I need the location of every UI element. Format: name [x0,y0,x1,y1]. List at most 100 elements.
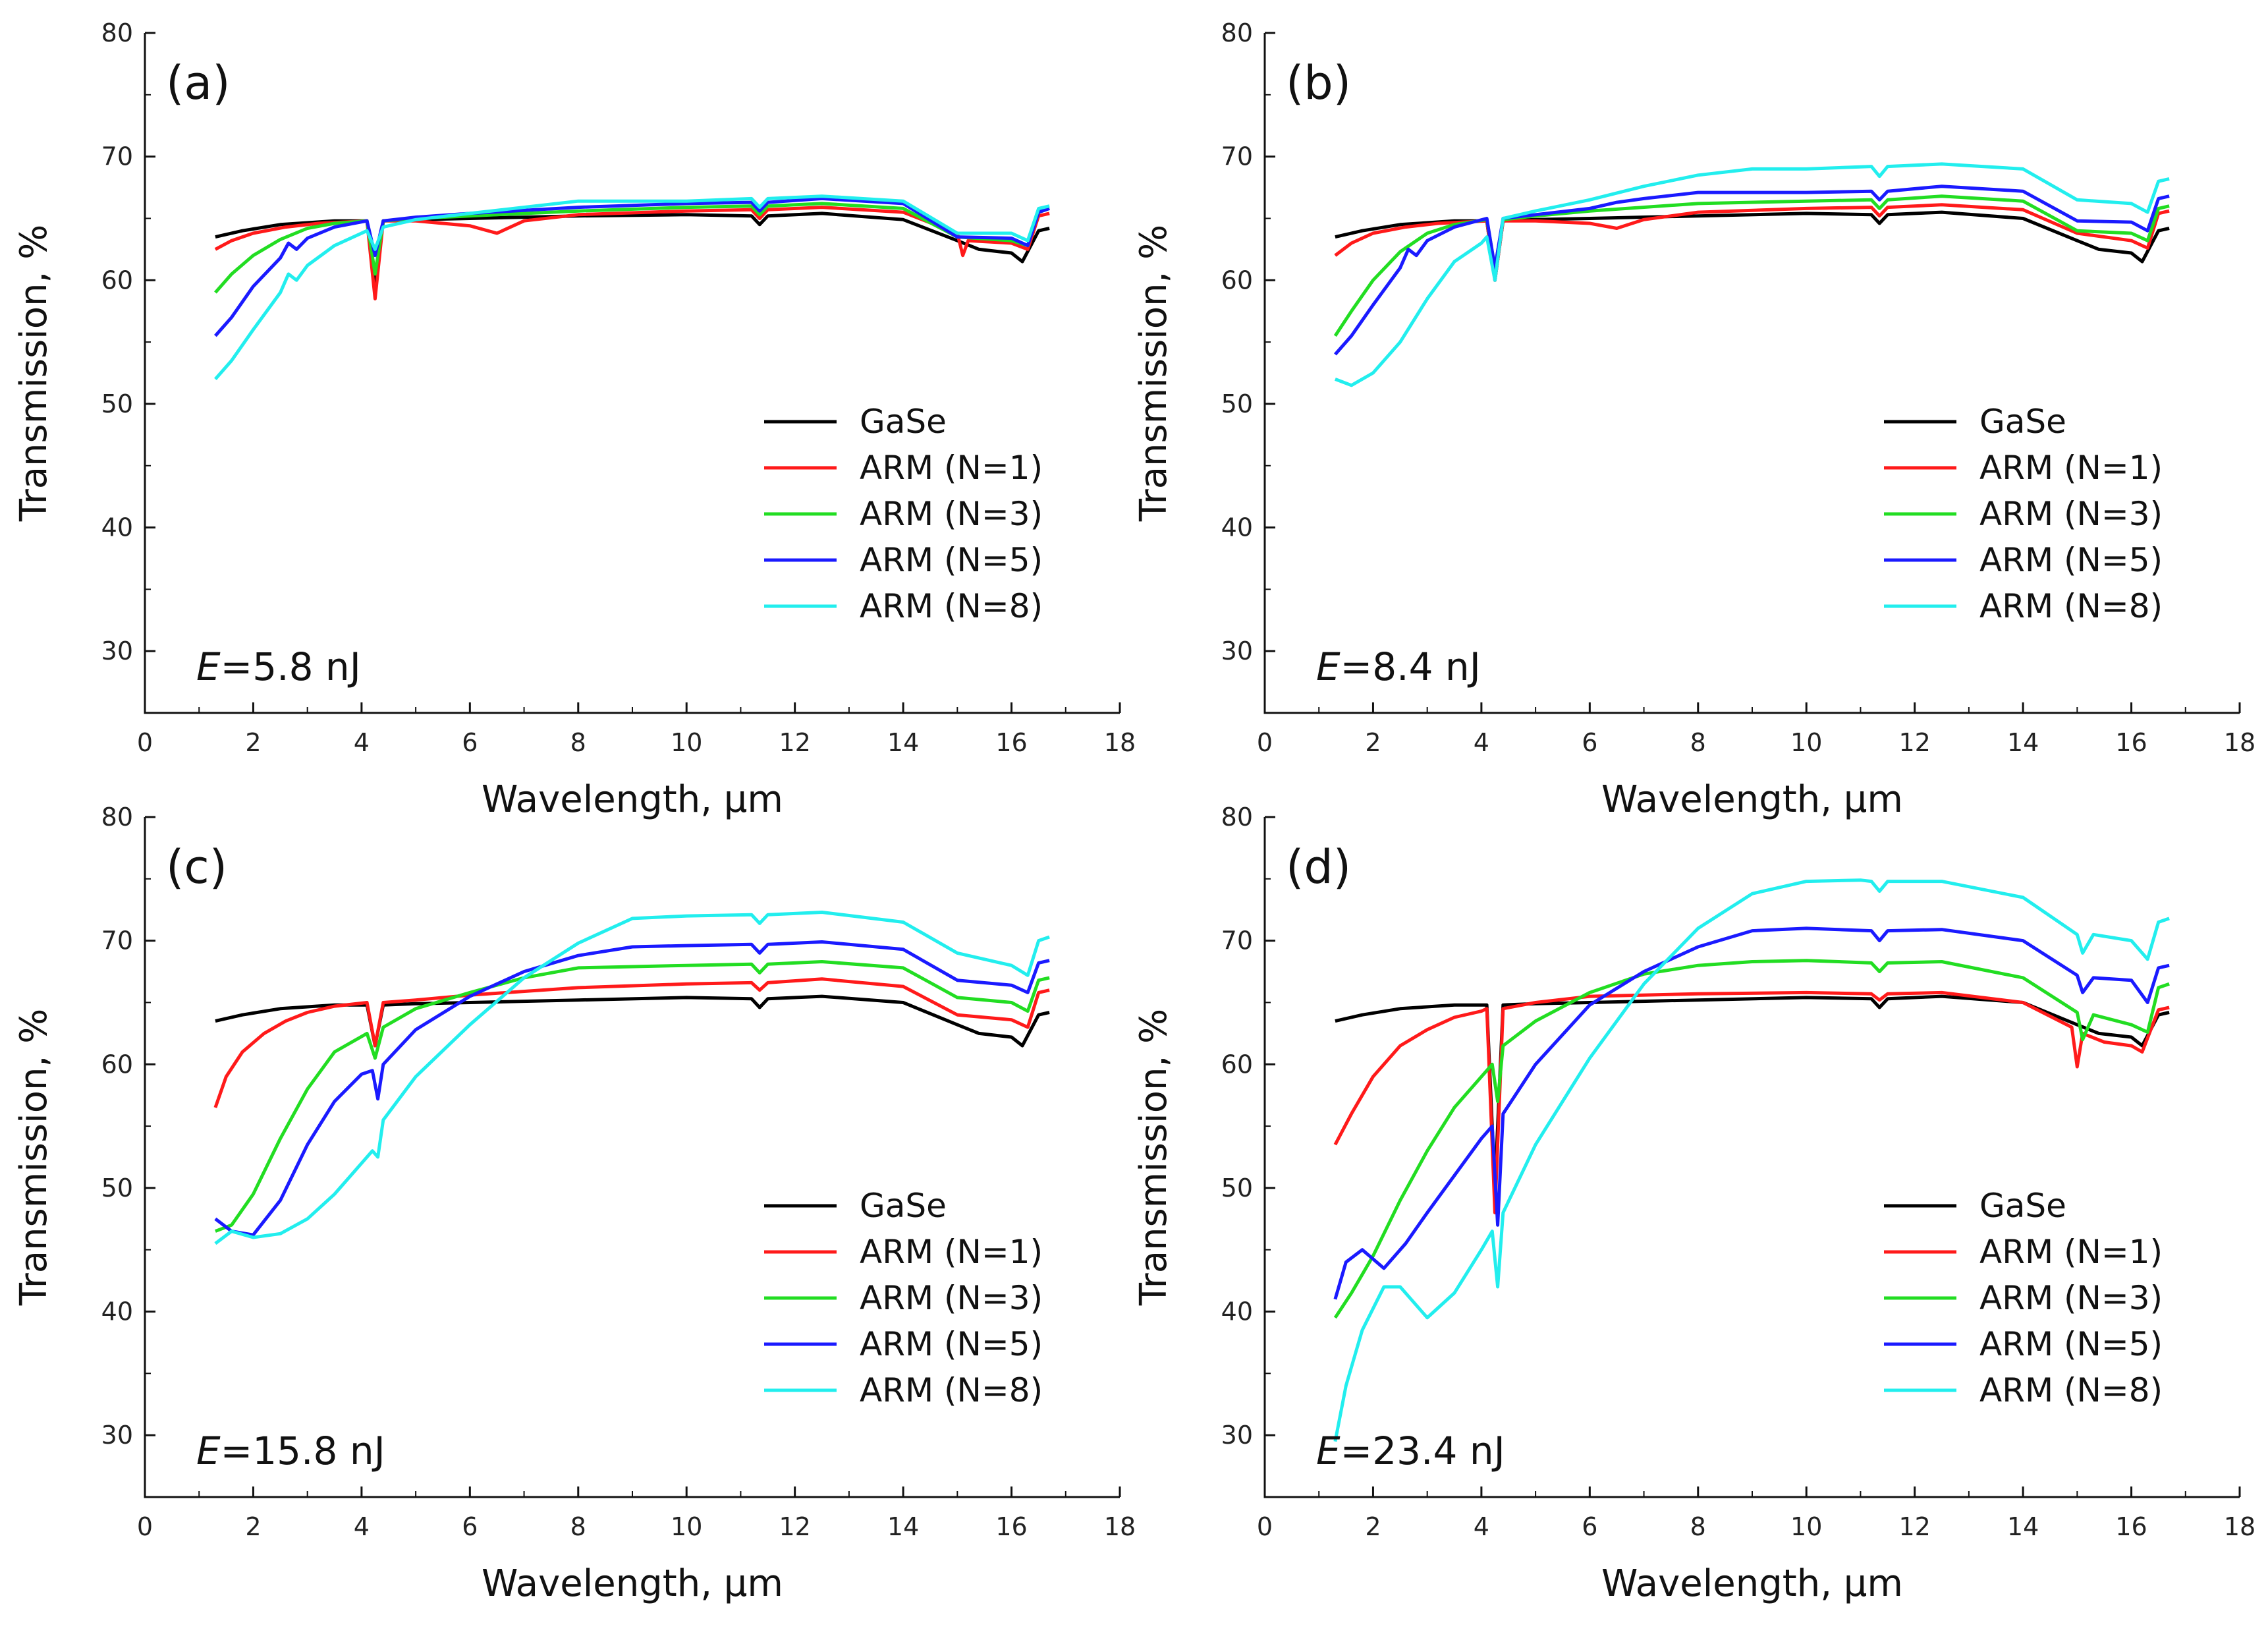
x-tick-label: 2 [245,1512,261,1541]
energy-value: =8.4 nJ [1341,644,1481,689]
y-tick-label: 40 [1221,513,1253,542]
y-tick-label: 50 [101,389,133,418]
x-tick-label: 4 [1474,728,1489,757]
energy-value: =23.4 nJ [1341,1429,1505,1473]
series-line-arm-n-3 [215,960,1050,1233]
series-line-arm-n-8 [214,911,1050,1245]
legend-label: ARM (N=1) [1979,449,2163,487]
x-tick-label: 2 [245,728,261,757]
y-tick-label: 80 [101,803,133,832]
y-axis-title: Transmission, % [13,225,55,523]
y-axis-title: Transmission, % [1132,1009,1175,1307]
y-tick-label: 70 [1221,926,1253,955]
y-tick-label: 50 [1221,1174,1253,1203]
legend-label: ARM (N=1) [1979,1233,2163,1271]
series-line-arm-n-1 [214,206,1050,300]
panel-2: 0 2 4 6 8 10 12 14 16 18 30 40 50 60 70 80 Wavelength, μ… [13,803,1136,1605]
x-tick-label: 10 [1790,1512,1822,1541]
legend-label: ARM (N=3) [1979,1279,2163,1317]
x-tick-label: 4 [354,728,370,757]
x-tick-label: 6 [1582,728,1597,757]
energy-symbol: E [196,644,221,689]
y-tick-label: 70 [101,926,133,955]
energy-value: =5.8 nJ [221,644,361,689]
y-tick-label: 30 [101,637,133,665]
x-tick-label: 8 [570,728,586,757]
series-line-arm-n-1 [213,977,1050,1108]
y-tick-label: 80 [1221,803,1253,832]
y-tick-label: 80 [1221,18,1253,47]
energy-label: E=5.8 nJ [196,644,361,689]
series-line-gase [215,994,1050,1048]
legend-label: GaSe [1979,1187,2066,1225]
legend-label: ARM (N=5) [1979,541,2163,579]
x-axis-title: Wavelength, μm [1601,1562,1903,1605]
x-tick-label: 12 [779,728,810,757]
x-tick-label: 10 [1790,728,1822,757]
x-axis-title: Wavelength, μm [482,778,783,821]
series-line-arm-n-1 [1333,990,2170,1214]
legend-label: ARM (N=5) [860,1325,1043,1363]
x-tick-label: 16 [2115,728,2147,757]
legend-label: ARM (N=8) [1979,1371,2163,1409]
series-line-arm-n-3 [1333,194,2170,337]
series-line-arm-n-5 [214,940,1050,1237]
legend-label: GaSe [1979,403,2066,441]
x-tick-label: 4 [354,1512,370,1541]
y-axis-title: Transmission, % [13,1009,55,1307]
panel-1: 0 2 4 6 8 10 12 14 16 18 30 40 50 60 70 80 Wavelength, μ… [1132,18,2255,821]
y-tick-label: 80 [101,18,133,47]
x-tick-label: 10 [671,728,702,757]
y-tick-label: 50 [1221,389,1253,418]
x-tick-label: 16 [995,1512,1027,1541]
y-tick-label: 40 [1221,1297,1253,1326]
panel-label: (a) [166,56,231,110]
energy-label: E=23.4 nJ [1316,1429,1505,1473]
panel-label: (b) [1286,56,1351,110]
x-tick-label: 2 [1365,1512,1381,1541]
legend-label: ARM (N=3) [860,1279,1043,1317]
x-tick-label: 18 [1104,728,1136,757]
legend-label: ARM (N=3) [860,495,1043,533]
x-tick-label: 0 [137,728,153,757]
series-line-arm-n-8 [1335,162,2170,387]
x-axis-title: Wavelength, μm [1601,778,1903,821]
y-tick-label: 60 [101,266,133,295]
series-line-arm-n-5 [1334,184,2170,356]
y-tick-label: 60 [1221,266,1253,295]
x-tick-label: 8 [570,1512,586,1541]
energy-symbol: E [1316,1429,1341,1473]
legend-label: ARM (N=8) [860,1371,1043,1409]
legend-label: ARM (N=5) [860,541,1043,579]
series-line-arm-n-1 [1334,203,2170,282]
legend-label: ARM (N=8) [860,587,1043,625]
x-tick-label: 14 [887,728,919,757]
y-tick-label: 30 [101,1421,133,1450]
y-tick-label: 40 [101,1297,133,1326]
panel-label: (d) [1286,840,1351,894]
y-tick-label: 70 [101,142,133,171]
y-tick-label: 30 [1221,637,1253,665]
series-line-arm-n-3 [1333,959,2170,1319]
series-line-arm-n-8 [214,194,1050,381]
x-tick-label: 0 [137,1512,153,1541]
legend-label: ARM (N=8) [1979,587,2163,625]
energy-label: E=8.4 nJ [1316,644,1481,689]
x-tick-label: 8 [1690,728,1706,757]
x-tick-label: 16 [2115,1512,2147,1541]
legend-label: ARM (N=1) [860,1233,1043,1271]
x-tick-label: 2 [1365,728,1381,757]
x-tick-label: 10 [671,1512,702,1541]
energy-value: =15.8 nJ [221,1429,385,1473]
y-tick-label: 60 [1221,1050,1253,1079]
energy-symbol: E [196,1429,221,1473]
energy-symbol: E [1316,644,1341,689]
x-tick-label: 14 [2007,728,2039,757]
series-line-arm-n-8 [1333,878,2170,1442]
x-tick-label: 0 [1257,728,1273,757]
x-tick-label: 16 [995,728,1027,757]
x-tick-label: 6 [462,1512,478,1541]
energy-label: E=15.8 nJ [196,1429,385,1473]
legend-label: ARM (N=1) [860,449,1043,487]
